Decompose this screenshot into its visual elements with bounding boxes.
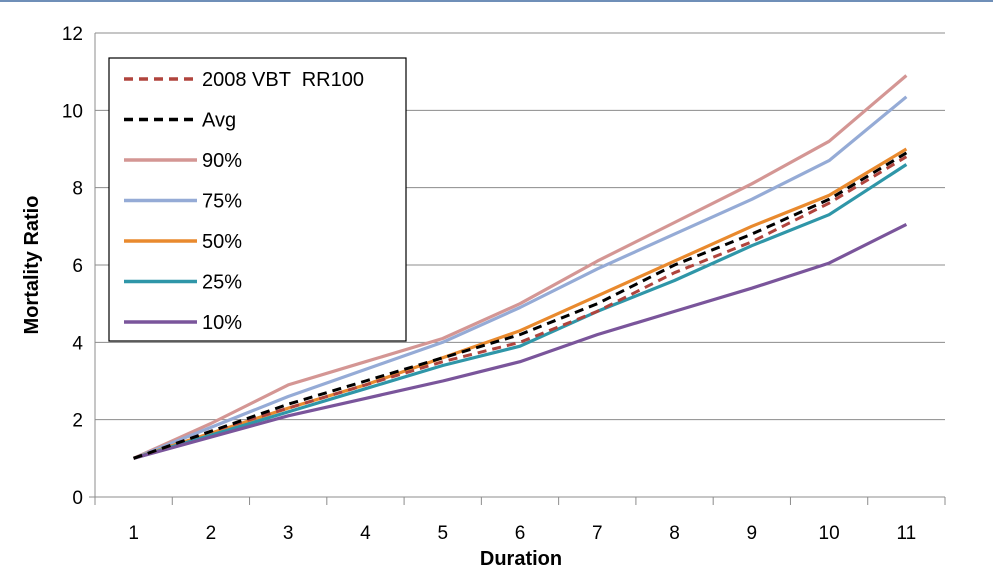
axes (89, 33, 946, 505)
x-tick-label: 1 (128, 523, 139, 544)
y-tick-label: 12 (62, 24, 83, 45)
series-line (133, 95, 908, 460)
x-tick-label: 3 (283, 523, 294, 544)
y-tick-label: 2 (72, 411, 83, 432)
y-tick-label: 4 (72, 333, 83, 354)
series-lines (132, 74, 908, 460)
legend-label: Avg (202, 110, 236, 132)
legend-label: 50% (202, 231, 242, 253)
legend: 2008 VBT RR100 Avg 90% 75% 50% 25% 10% (108, 57, 407, 342)
y-axis-title: Mortality Ratio (21, 196, 43, 335)
x-tick-label: 10 (819, 523, 840, 544)
series-line (133, 151, 908, 460)
legend-label: 75% (202, 191, 242, 213)
x-tick-label: 2 (206, 523, 217, 544)
legend-label: 2008 VBT RR100 (202, 69, 364, 91)
legend-label: 10% (202, 312, 242, 334)
x-tick-label: 8 (669, 523, 680, 544)
y-tick-label: 10 (62, 101, 83, 122)
series-line (133, 163, 908, 460)
y-tick-label: 6 (72, 256, 83, 277)
x-tick-labels: 1 2 3 4 5 6 7 8 9 10 11 (128, 523, 916, 544)
x-tick-label: 4 (360, 523, 371, 544)
series-line (132, 74, 908, 460)
legend-label: 90% (202, 150, 242, 172)
y-tick-labels: 0 2 4 6 8 10 12 (62, 24, 84, 509)
x-tick-label: 5 (437, 523, 448, 544)
x-tick-label: 7 (592, 523, 603, 544)
x-tick-label: 6 (515, 523, 526, 544)
legend-label: 25% (202, 272, 242, 294)
y-tick-label: 0 (72, 488, 83, 509)
x-tick-label: 11 (896, 523, 916, 544)
x-axis-title: Duration (480, 548, 562, 570)
series-line (133, 222, 908, 460)
y-tick-label: 8 (72, 179, 83, 200)
x-tick-label: 9 (747, 523, 758, 544)
series-line (133, 155, 908, 460)
